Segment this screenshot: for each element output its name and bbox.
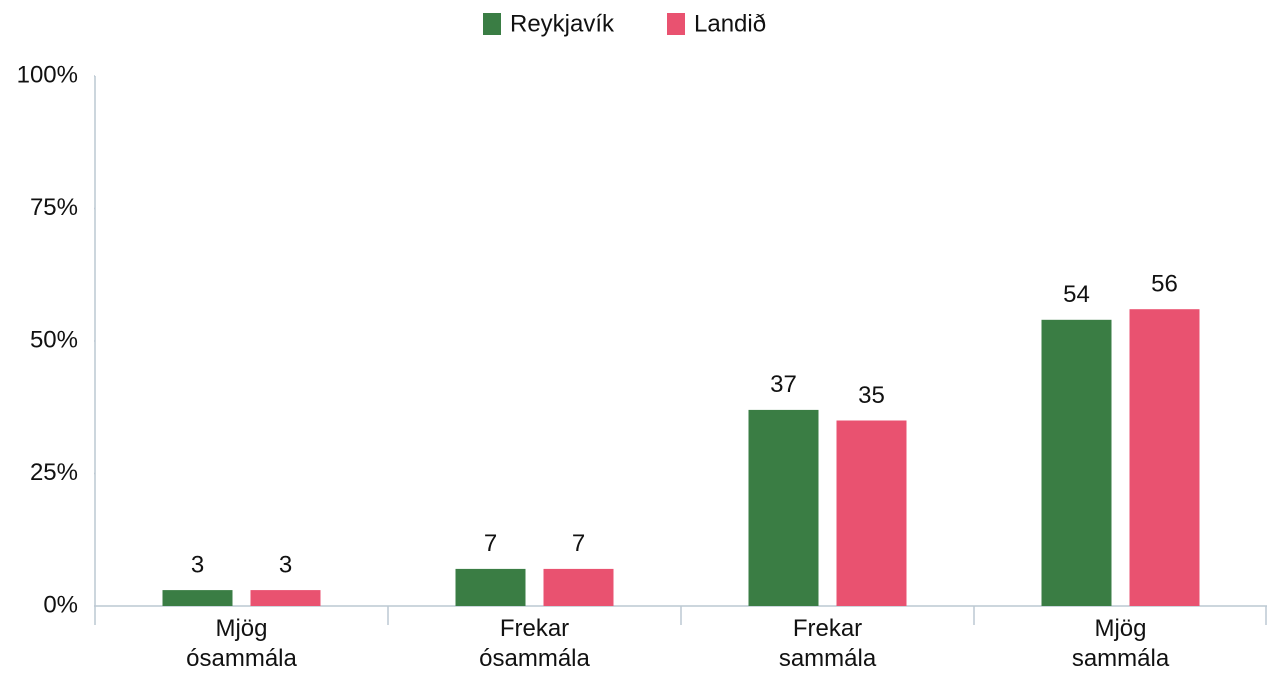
bar: [162, 590, 233, 606]
y-tick-label: 25%: [30, 459, 78, 486]
legend-swatch: [667, 13, 685, 35]
legend-label: Landið: [694, 10, 766, 37]
bar: [836, 420, 907, 606]
x-tick-label: Mjög ósammála: [186, 615, 297, 672]
value-label: 7: [572, 530, 585, 557]
bar: [1129, 309, 1200, 606]
bar: [1041, 319, 1112, 606]
bar: [543, 568, 614, 606]
legend-label: Reykjavík: [510, 10, 615, 37]
x-tick-label: Frekar ósammála: [479, 615, 590, 672]
value-label: 54: [1063, 281, 1090, 308]
y-tick-label: 50%: [30, 326, 78, 353]
x-tick-label: Mjög sammála: [1072, 615, 1170, 672]
legend-swatch: [483, 13, 501, 35]
x-tick-label: Frekar sammála: [779, 615, 877, 672]
bar: [748, 409, 819, 606]
y-tick-label: 75%: [30, 194, 78, 221]
value-label: 3: [279, 551, 292, 578]
value-label: 7: [484, 530, 497, 557]
y-tick-label: 100%: [17, 61, 78, 88]
value-label: 56: [1151, 271, 1178, 298]
bar: [250, 590, 321, 606]
value-label: 37: [770, 371, 797, 398]
y-tick-label: 0%: [43, 591, 78, 618]
value-label: 3: [191, 551, 204, 578]
value-label: 35: [858, 382, 885, 409]
bar: [455, 568, 526, 606]
